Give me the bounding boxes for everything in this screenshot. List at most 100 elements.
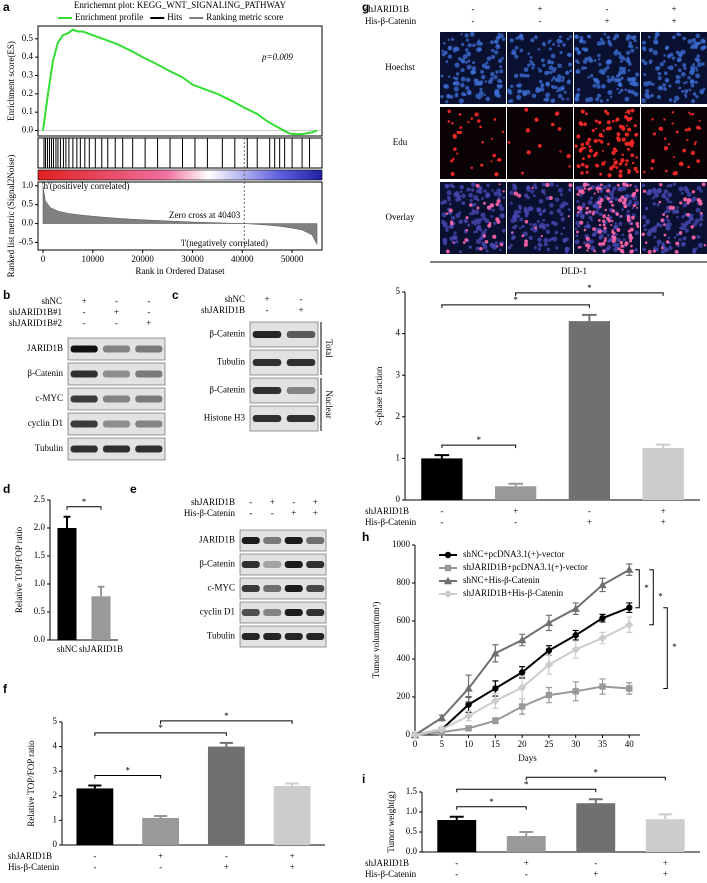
band (252, 415, 282, 422)
nucleus (624, 194, 630, 199)
nucleus (616, 237, 621, 243)
edu-nucleus (450, 171, 455, 177)
edu-nucleus (618, 169, 623, 174)
nucleus (626, 202, 631, 207)
nucleus (606, 98, 610, 102)
nucleus (501, 229, 506, 233)
y-tick-label: 3 (396, 369, 401, 379)
condition-sign: - (594, 858, 597, 868)
nucleus (472, 61, 476, 65)
edu-nucleus (465, 216, 469, 220)
y-tick-label: 4 (53, 741, 58, 751)
nucleus (545, 196, 550, 201)
edu-nucleus (604, 160, 607, 163)
nucleus (466, 64, 472, 70)
edu-nucleus (686, 197, 692, 203)
edu-nucleus (511, 231, 514, 234)
band-label: cyclin D1 (28, 418, 63, 428)
nucleus (568, 62, 573, 67)
nucleus (577, 50, 582, 55)
edu-nucleus (607, 142, 610, 146)
nucleus (557, 87, 563, 92)
nucleus (667, 200, 671, 204)
nucleus (550, 53, 556, 59)
edu-nucleus (611, 229, 614, 232)
nucleus (614, 197, 619, 201)
blot-strip (239, 529, 327, 552)
nucleus (667, 192, 673, 198)
edu-nucleus (611, 219, 614, 223)
nucleus (673, 99, 677, 103)
nucleus (468, 245, 473, 249)
nucleus (692, 249, 697, 255)
edu-nucleus (699, 211, 703, 215)
nucleus (461, 91, 466, 97)
axis-title: Tumor volumn(mm³) (371, 602, 381, 679)
nucleus (665, 216, 669, 220)
edu-nucleus (691, 112, 695, 116)
edu-nucleus (581, 162, 585, 167)
nucleus (559, 51, 563, 55)
condition-label: shJARID1B (191, 497, 235, 507)
band (135, 445, 163, 453)
band (70, 420, 98, 428)
nucleus (463, 218, 469, 224)
nucleus (455, 47, 460, 52)
condition-label: shJARID1B (8, 851, 52, 861)
nucleus (484, 80, 488, 83)
y-tick-label: 1.0 (34, 578, 46, 588)
x-tick-label: 35 (598, 739, 608, 749)
error-bar (519, 831, 534, 836)
nucleus (648, 189, 652, 193)
nucleus (694, 218, 700, 224)
nucleus (592, 83, 597, 88)
axis-title: S-phase fraction (374, 366, 384, 425)
nucleus (454, 77, 459, 81)
bar (91, 596, 111, 640)
y-tick-label: 0.0 (22, 125, 34, 135)
nucleus (451, 185, 455, 189)
edu-nucleus (605, 216, 610, 221)
nucleus (551, 220, 556, 225)
marker (544, 660, 554, 669)
marker (625, 565, 634, 573)
nucleus (552, 236, 558, 242)
nucleus (513, 73, 519, 79)
nucleus (690, 84, 695, 88)
nucleus (540, 85, 544, 89)
nucleus (652, 50, 658, 56)
condition-sign: - (472, 16, 475, 26)
nucleus (657, 187, 662, 193)
edu-nucleus (579, 220, 584, 225)
nucleus (641, 59, 645, 63)
legend-marker (444, 551, 452, 559)
edu-nucleus (629, 227, 634, 232)
band-label: β-Catenin (199, 559, 235, 569)
condition-sign: - (115, 318, 118, 328)
nucleus (538, 198, 544, 204)
band (241, 585, 260, 592)
marker (571, 604, 580, 612)
nucleus (646, 222, 649, 225)
x-tick-label: 0 (41, 254, 46, 264)
nucleus (628, 41, 633, 45)
nucleus (510, 201, 513, 205)
condition-sign: + (270, 497, 275, 507)
nucleus (496, 44, 500, 48)
nucleus (547, 59, 552, 64)
nucleus (579, 38, 584, 43)
nucleus (635, 46, 639, 50)
nucleus (442, 199, 448, 204)
significance-label: * (158, 723, 163, 733)
edu-nucleus (450, 221, 454, 226)
condition-sign: - (606, 4, 609, 14)
nucleus (668, 98, 673, 102)
edu-nucleus (598, 187, 602, 191)
band (135, 370, 163, 378)
edu-nucleus (576, 192, 580, 196)
nucleus (516, 84, 520, 88)
edu-nucleus (493, 118, 497, 121)
edu-nucleus (591, 129, 595, 133)
condition-sign: - (525, 869, 528, 879)
edu-nucleus (593, 249, 596, 253)
